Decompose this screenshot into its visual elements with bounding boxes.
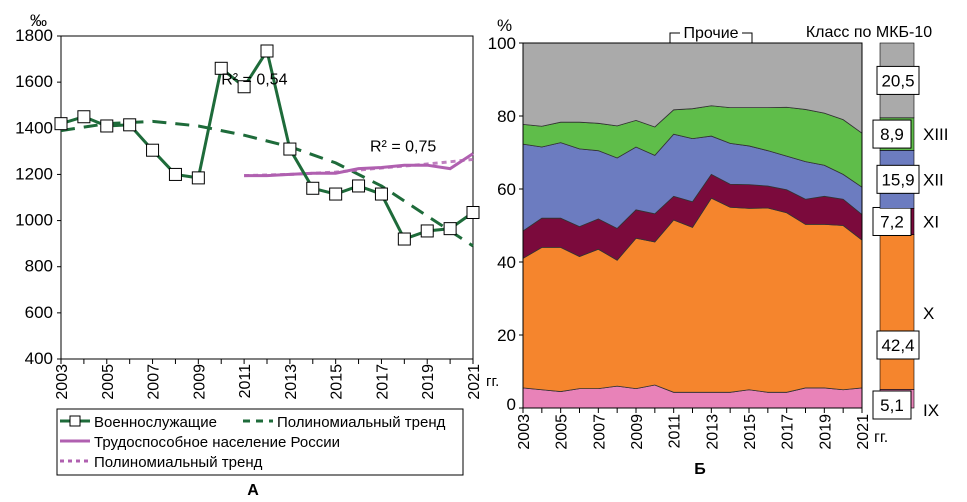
x-tick-label: 2019 xyxy=(817,414,834,450)
data-point xyxy=(352,179,366,193)
others-label: Прочие xyxy=(683,25,738,42)
value-label: 8,9 xyxy=(880,125,904,144)
value-label-box xyxy=(872,119,912,149)
bracket-right xyxy=(742,32,753,43)
plot-area-a xyxy=(60,35,474,360)
data-point xyxy=(77,110,91,124)
legend-title: Класс по МКБ-10 xyxy=(806,24,932,41)
y-tick-label: 1000 xyxy=(15,211,53,230)
y-tick-label: 100 xyxy=(488,34,516,53)
legend-label: Военнослужащие xyxy=(94,414,217,431)
x-tick-label: 2007 xyxy=(146,364,163,400)
data-point xyxy=(191,171,205,185)
r-squared-annotation: R² = 0,54 xyxy=(221,71,287,88)
y-tick-label: 80 xyxy=(497,107,516,126)
x-tick-label: 2005 xyxy=(100,364,117,400)
data-point xyxy=(283,142,297,156)
legend-label: Полиномиальный тренд xyxy=(277,414,446,431)
y-tick-label: 1200 xyxy=(15,164,53,183)
data-point xyxy=(168,167,182,181)
class-label: X xyxy=(923,304,934,323)
y-tick-label: 20 xyxy=(497,326,516,345)
legend-marker xyxy=(69,415,81,427)
y-tick-label: 400 xyxy=(25,349,53,368)
data-point xyxy=(397,232,411,246)
x-tick-label: 2015 xyxy=(329,364,346,400)
value-label: 7,2 xyxy=(880,212,904,231)
value-label: 15,9 xyxy=(881,170,914,189)
x-tick-label: 2009 xyxy=(191,364,208,400)
x-tick-label: 2013 xyxy=(704,414,721,450)
x-tick-label: 2017 xyxy=(374,364,391,400)
y-tick-label: 60 xyxy=(497,180,516,199)
x-tick-label: 2007 xyxy=(591,414,608,450)
y-tick-label: 1600 xyxy=(15,72,53,91)
class-label: XI xyxy=(923,212,939,231)
y-axis-unit: ‰ xyxy=(30,11,47,30)
data-point xyxy=(306,181,320,195)
x-tick-label: 2021 xyxy=(466,364,483,400)
y-tick-label: 40 xyxy=(497,253,516,272)
x-tick-label: 2011 xyxy=(667,414,684,449)
x-tick-label: 2011 xyxy=(237,364,254,399)
data-point xyxy=(443,222,457,236)
x-tick-label: 2005 xyxy=(554,414,571,450)
r-squared-annotation: R² = 0,75 xyxy=(370,138,436,155)
legend-label: Полиномиальный тренд xyxy=(94,454,263,471)
data-point xyxy=(123,118,137,132)
value-label-box xyxy=(872,390,912,420)
summary-segment-x xyxy=(879,234,915,390)
y-tick-label: 800 xyxy=(25,257,53,276)
data-point xyxy=(100,119,114,133)
x-tick-label: 2015 xyxy=(742,414,759,450)
y-tick-label: 0 xyxy=(507,395,516,414)
panel-label-a: А xyxy=(247,482,259,499)
class-label: IX xyxy=(923,401,939,420)
class-label: XII xyxy=(923,170,944,189)
x-tick-label: 2019 xyxy=(420,364,437,400)
class-label: XIII xyxy=(923,125,949,144)
x-tick-label: 2021 xyxy=(855,414,872,450)
value-label: 20,5 xyxy=(881,71,914,90)
y-tick-label: 1400 xyxy=(15,118,53,137)
value-label-box xyxy=(876,330,920,360)
data-point xyxy=(146,143,160,157)
x-unit-label: гг. xyxy=(486,373,499,390)
data-point xyxy=(260,44,274,58)
data-point xyxy=(466,205,480,219)
value-label: 5,1 xyxy=(880,396,904,415)
x-tick-label: 2003 xyxy=(54,364,71,400)
legend-label: Трудоспособное население России xyxy=(94,434,340,451)
data-point xyxy=(214,61,228,75)
x-tick-label: 2017 xyxy=(780,414,797,450)
x-tick-label: 2013 xyxy=(283,364,300,400)
series-line-population xyxy=(244,152,474,178)
panel-label-b: Б xyxy=(694,461,706,478)
data-point xyxy=(374,187,388,201)
y-tick-label: 1800 xyxy=(15,26,53,45)
data-point xyxy=(54,117,68,131)
x-unit-label: гг. xyxy=(874,429,888,446)
value-label: 42,4 xyxy=(881,336,914,355)
y-tick-label: 600 xyxy=(25,303,53,322)
value-label-box xyxy=(876,65,920,95)
x-tick-label: 2009 xyxy=(629,414,646,450)
value-label-box xyxy=(876,164,920,194)
x-tick-label: 2003 xyxy=(516,414,533,450)
y-axis-unit: % xyxy=(497,16,512,35)
data-point xyxy=(237,80,251,94)
bracket-left xyxy=(669,32,680,43)
data-point xyxy=(329,187,343,201)
data-point xyxy=(420,224,434,238)
